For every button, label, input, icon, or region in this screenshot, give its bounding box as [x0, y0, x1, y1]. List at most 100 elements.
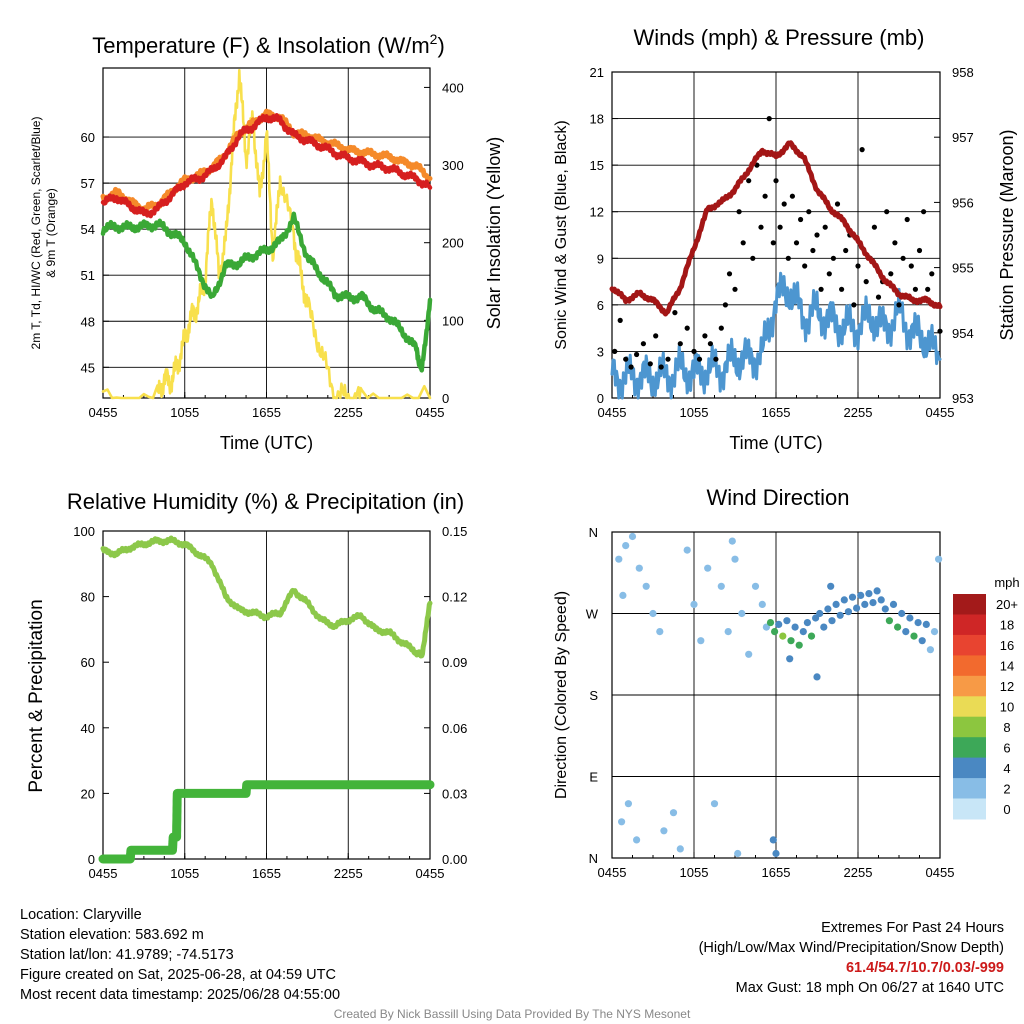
gust-point: [921, 209, 927, 215]
x-tick-label: 1655: [252, 405, 281, 420]
direction-point: [803, 619, 812, 627]
chart-title: Relative Humidity (%) & Precipitation (i…: [67, 489, 464, 514]
y-tick-label: 45: [81, 360, 95, 375]
direction-point: [633, 836, 641, 844]
gust-point: [750, 255, 756, 261]
gust-point: [855, 263, 861, 269]
gust-point: [732, 286, 738, 292]
gust-point: [684, 325, 690, 331]
gust-point: [672, 310, 678, 316]
direction-point: [676, 845, 684, 853]
gust-point: [851, 302, 857, 308]
direction-point: [783, 617, 791, 625]
gust-point: [653, 333, 659, 339]
y-tick-label: 12: [590, 205, 604, 220]
gust-point: [617, 317, 623, 323]
direction-point: [795, 641, 803, 649]
gust-point: [806, 209, 812, 215]
y2-tick-label: 956: [952, 195, 974, 210]
y-tick-label: 80: [81, 590, 95, 605]
x-tick-label: 1055: [680, 865, 709, 880]
gust-point: [770, 240, 776, 246]
direction-point: [807, 632, 816, 640]
direction-point: [697, 637, 705, 645]
gust-point: [937, 328, 943, 334]
direction-point: [918, 637, 926, 645]
x-tick-label: 0455: [598, 865, 627, 880]
x-tick-label: 1655: [252, 866, 281, 881]
direction-point: [717, 582, 725, 590]
colorbar-unit: mph: [994, 575, 1019, 590]
credit-line: Created By Nick Bassill Using Data Provi…: [333, 1007, 691, 1021]
gust-point: [718, 325, 724, 331]
gust-point: [916, 247, 923, 254]
direction-point: [649, 609, 657, 618]
figure-created: Figure created on Sat, 2025-06-28, at 04…: [20, 967, 336, 983]
direction-point: [738, 609, 746, 618]
y-tick-label: 0: [88, 852, 95, 867]
colorbar-label: 18: [1000, 618, 1014, 633]
direction-point: [618, 818, 626, 826]
gust-point: [762, 193, 768, 199]
gust-point: [908, 263, 914, 269]
gust-point: [773, 178, 779, 184]
gust-point: [839, 286, 845, 292]
direction-point: [881, 605, 889, 613]
direction-point: [889, 600, 898, 609]
gust-point: [863, 279, 869, 285]
direction-point: [853, 604, 861, 612]
direction-point: [820, 623, 828, 631]
colorbar-swatch: [953, 614, 986, 636]
y-tick-label: N: [589, 525, 598, 540]
y-axis-label: Direction (Colored By Speed): [553, 591, 570, 799]
gust-point: [612, 348, 618, 354]
x-tick-label: 2255: [844, 405, 873, 420]
direction-point: [828, 617, 836, 625]
y2-axis-label: Station Pressure (Maroon): [997, 129, 1017, 340]
series-line-2m-temperature: [100, 113, 433, 219]
x-tick-label: 0455: [416, 405, 445, 420]
x-tick-label: 0455: [89, 866, 118, 881]
gust-point: [834, 201, 841, 207]
y-axis-label-line1: 2m T, Td, HI/WC (Red, Green, Scarlet/Blu…: [29, 117, 43, 350]
y2-axis-label: Solar Insolation (Yellow): [484, 137, 504, 329]
gust-point: [658, 364, 664, 370]
colorbar-label: 14: [1000, 659, 1014, 674]
y-tick-label: 54: [81, 222, 95, 237]
direction-point: [885, 617, 894, 625]
gust-point: [740, 240, 746, 246]
gust-point: [810, 247, 816, 254]
gust-point: [892, 240, 898, 246]
y-tick-label: 0: [597, 391, 604, 406]
gust-point: [822, 224, 828, 230]
y2-tick-label: 0.12: [442, 590, 467, 605]
direction-point: [771, 628, 779, 636]
y-tick-label: 60: [81, 130, 95, 145]
meteogram-figure: Temperature (F) & Insolation (W/m2)0455 1…: [26, 25, 1020, 881]
y-tick-label: E: [589, 770, 598, 785]
colorbar-swatch: [953, 675, 986, 697]
colorbar-swatch: [953, 798, 986, 820]
x-tick-label: 2255: [334, 405, 363, 420]
direction-point: [898, 609, 906, 618]
y-tick-label: 6: [597, 298, 604, 313]
max-gust: Max Gust: 18 mph On 06/27 at 1640 UTC: [735, 980, 1004, 996]
direction-point: [745, 650, 753, 658]
series-line-precipitation: [98, 780, 435, 864]
direction-point: [734, 849, 742, 858]
extremes-legend: (High/Low/Max Wind/Precipitation/Snow De…: [698, 940, 1004, 956]
colorbar-swatch: [953, 634, 986, 656]
direction-point: [827, 582, 835, 590]
y2-tick-label: 957: [952, 130, 974, 145]
gust-point: [634, 351, 640, 358]
gust-point: [929, 271, 935, 277]
direction-point: [813, 673, 821, 681]
gust-point: [777, 224, 783, 230]
colorbar-swatch: [953, 778, 986, 800]
gust-point: [758, 224, 764, 230]
direction-point: [930, 628, 939, 636]
x-tick-label: 1055: [170, 405, 199, 420]
series-line-insolation: [101, 68, 432, 400]
direction-point: [910, 632, 918, 640]
gust-point: [665, 356, 671, 362]
